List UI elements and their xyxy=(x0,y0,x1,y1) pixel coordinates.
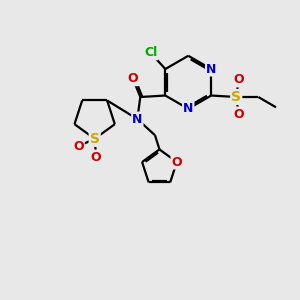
Text: N: N xyxy=(132,112,142,126)
Text: N: N xyxy=(206,62,216,76)
Text: O: O xyxy=(233,74,244,86)
Text: O: O xyxy=(91,151,101,164)
Text: O: O xyxy=(73,140,84,153)
Text: O: O xyxy=(128,72,138,85)
Text: N: N xyxy=(183,102,194,115)
Text: O: O xyxy=(172,155,182,169)
Text: S: S xyxy=(90,132,100,146)
Text: O: O xyxy=(233,108,244,121)
Text: S: S xyxy=(231,90,241,104)
Text: Cl: Cl xyxy=(144,46,157,59)
